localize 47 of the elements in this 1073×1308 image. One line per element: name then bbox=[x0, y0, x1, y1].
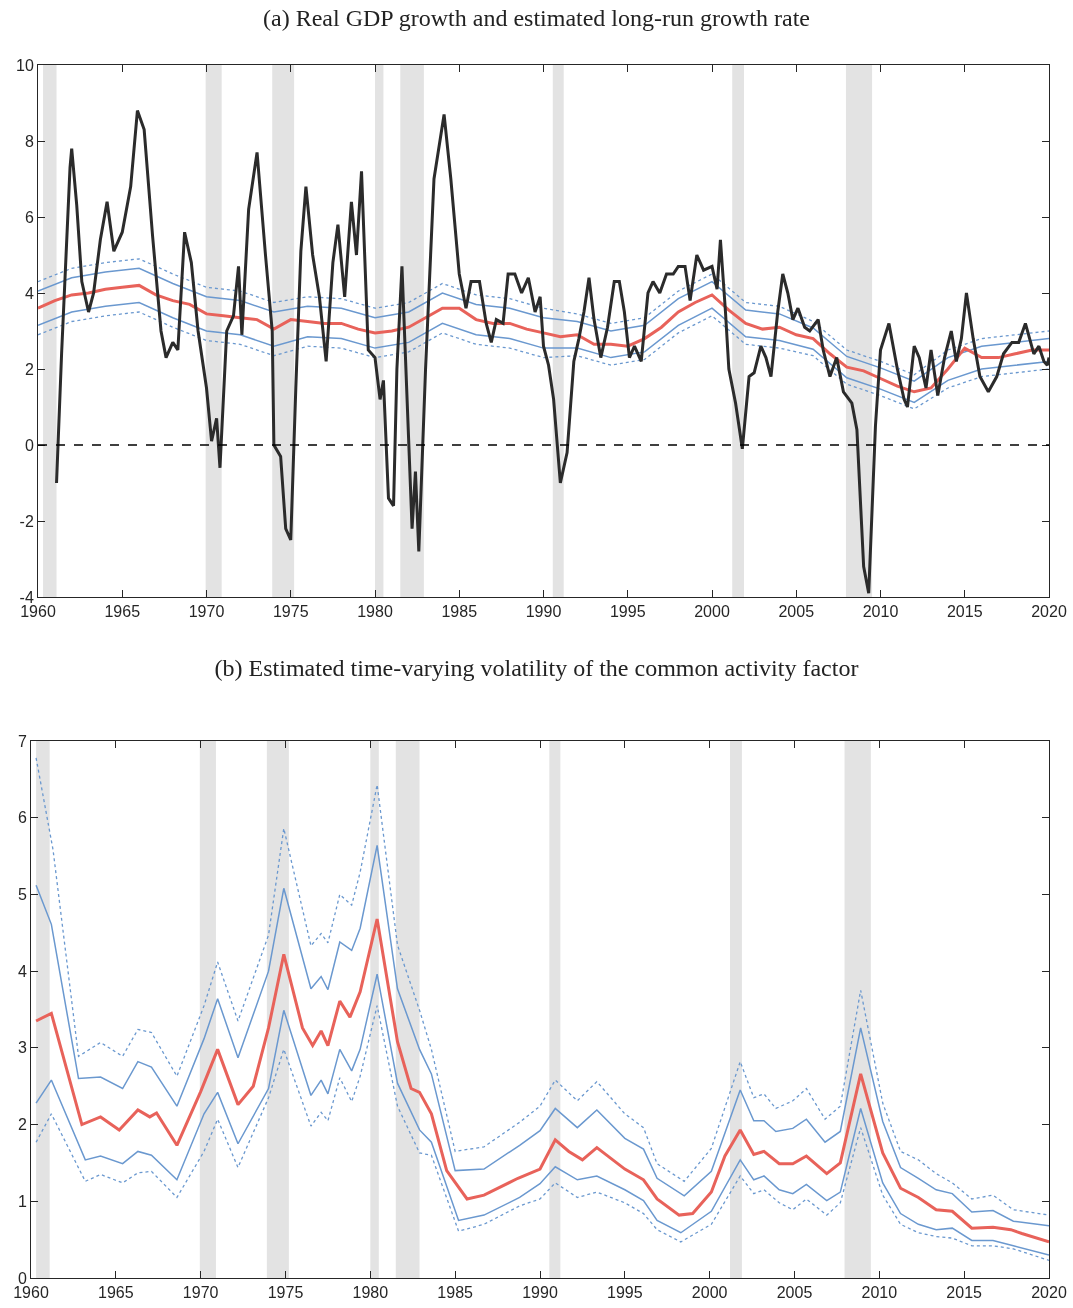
x-tick-label: 2000 bbox=[691, 1284, 728, 1302]
x-tick-label: 2005 bbox=[778, 603, 815, 621]
y-tick-label: 4 bbox=[24, 284, 34, 302]
y-tick-label: 2 bbox=[24, 360, 34, 378]
line-series bbox=[34, 917, 1049, 1244]
line-series bbox=[35, 844, 1049, 1227]
x-tick-label: 1980 bbox=[352, 1284, 389, 1302]
y-tick-label: -4 bbox=[19, 588, 34, 606]
y-tick-label: 0 bbox=[24, 436, 34, 454]
y-tick-label: 5 bbox=[17, 886, 27, 904]
x-tick-label: 2020 bbox=[1031, 603, 1067, 621]
x-tick-label: 1995 bbox=[609, 603, 646, 621]
x-tick-label: 2000 bbox=[694, 603, 730, 621]
chart-title: (b) Estimated time-varying volatility of the common activity factor bbox=[214, 655, 859, 682]
x-tick-label: 1995 bbox=[607, 1284, 643, 1302]
y-tick-label: 8 bbox=[24, 132, 34, 150]
x-tick-label: 1965 bbox=[98, 1284, 134, 1302]
x-tick-label: 1965 bbox=[104, 603, 141, 621]
y-tick-label: 1 bbox=[17, 1192, 27, 1210]
x-tick-label: 2010 bbox=[861, 1284, 898, 1302]
x-tick-label: 1985 bbox=[437, 1284, 474, 1302]
y-tick-label: -2 bbox=[19, 512, 34, 530]
x-tick-label: 1985 bbox=[441, 603, 478, 621]
y-tick-label: 2 bbox=[17, 1116, 27, 1134]
x-tick-label: 1960 bbox=[20, 603, 56, 621]
x-tick-label: 1990 bbox=[525, 603, 562, 621]
x-tick-label: 1960 bbox=[13, 1284, 49, 1302]
y-tick-label: 7 bbox=[17, 732, 27, 750]
x-tick-label: 1990 bbox=[522, 1284, 558, 1302]
x-tick-label: 2015 bbox=[946, 1284, 983, 1302]
line-series bbox=[35, 757, 1049, 1216]
x-tick-label: 1970 bbox=[182, 1284, 219, 1302]
x-tick-label: 1970 bbox=[188, 603, 225, 621]
x-tick-label: 2005 bbox=[776, 1284, 813, 1302]
y-tick-label: 4 bbox=[17, 962, 27, 980]
y-tick-label: 0 bbox=[17, 1269, 27, 1287]
x-tick-label: 1975 bbox=[267, 1284, 304, 1302]
x-tick-label: 1975 bbox=[272, 603, 309, 621]
y-tick-label: 10 bbox=[16, 56, 34, 74]
x-tick-label: 2010 bbox=[862, 603, 899, 621]
x-tick-label: 1980 bbox=[357, 603, 393, 621]
y-tick-label: 6 bbox=[24, 208, 34, 226]
x-tick-label: 2015 bbox=[946, 603, 983, 621]
chart-title: (a) Real GDP growth and estimated long-run growth rate bbox=[263, 5, 810, 32]
y-tick-label: 3 bbox=[17, 1039, 27, 1057]
x-tick-label: 2020 bbox=[1031, 1284, 1067, 1302]
y-tick-label: 6 bbox=[17, 809, 27, 827]
